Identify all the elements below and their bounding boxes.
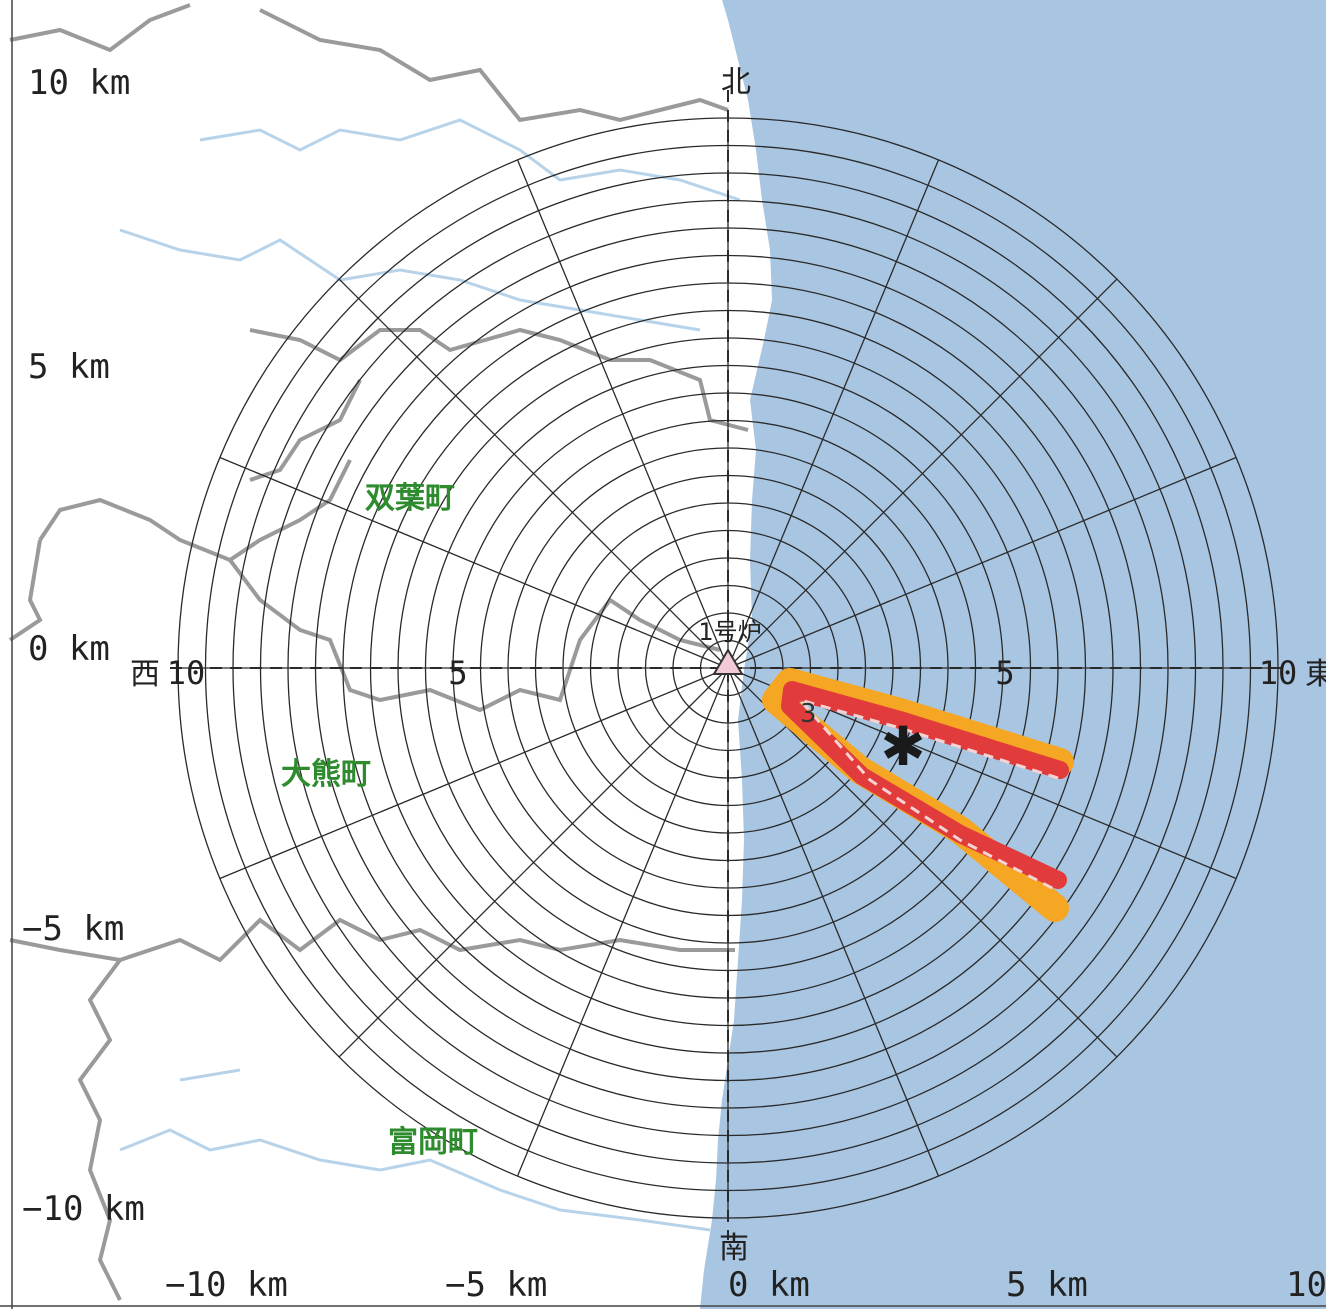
- y-axis-label-neg5: −5 km: [22, 909, 124, 949]
- x-axis-label-0: 0 km: [728, 1265, 810, 1305]
- dispersion-plume: [762, 668, 1074, 922]
- x-axis-label-neg5: −5 km: [445, 1265, 547, 1305]
- y-axis-label-neg10: −10 km: [22, 1189, 145, 1229]
- ring-label-east-10: 10: [1259, 654, 1298, 692]
- rivers: [119, 118, 741, 1232]
- y-axis-label-0: 0 km: [28, 629, 110, 669]
- x-axis-label-neg10: −10 km: [165, 1265, 288, 1305]
- x-axis-label-10: 10: [1286, 1265, 1326, 1305]
- bearing-radial: [727, 456, 1237, 669]
- x-axis-label-5: 5 km: [1006, 1265, 1088, 1305]
- bearing-radial: [219, 456, 729, 669]
- ring-label-east-5: 5: [995, 654, 1014, 692]
- town-label-tomioka: 富岡町: [388, 1125, 478, 1160]
- bearing-radial: [727, 278, 1118, 669]
- compass-east: 東: [1305, 657, 1326, 692]
- bearing-radial: [727, 159, 940, 669]
- bearing-radial: [516, 159, 729, 669]
- bearing-radial: [727, 667, 1118, 1058]
- compass-north: 北: [721, 65, 751, 100]
- sea-area: [700, 0, 1326, 1309]
- triangle-marker-icon: [712, 648, 744, 675]
- bearing-radial: [338, 278, 729, 669]
- compass-west: 西: [130, 657, 160, 692]
- bearing-radial: [219, 667, 729, 880]
- compass-south: 南: [719, 1231, 749, 1266]
- y-axis-label-5: 5 km: [28, 347, 110, 387]
- y-axis-label-10: 10 km: [28, 63, 130, 103]
- asterisk-marker-icon: ✱: [880, 715, 925, 778]
- town-label-okuma: 大熊町: [281, 757, 371, 792]
- plume-core-line: [795, 697, 1059, 892]
- town-label-futaba: 双葉町: [365, 481, 455, 516]
- reactor-label: 1号炉: [698, 618, 761, 646]
- plume-inner-band: [781, 681, 1069, 889]
- bearing-radial: [516, 667, 729, 1177]
- plume-label: 3: [800, 699, 817, 729]
- ring-label-west-10: 10: [167, 654, 206, 692]
- bearing-radial: [338, 667, 729, 1058]
- municipal-boundaries: [8, 3, 749, 1301]
- bearing-radial: [727, 667, 940, 1177]
- ring-label-west-5: 5: [448, 654, 467, 692]
